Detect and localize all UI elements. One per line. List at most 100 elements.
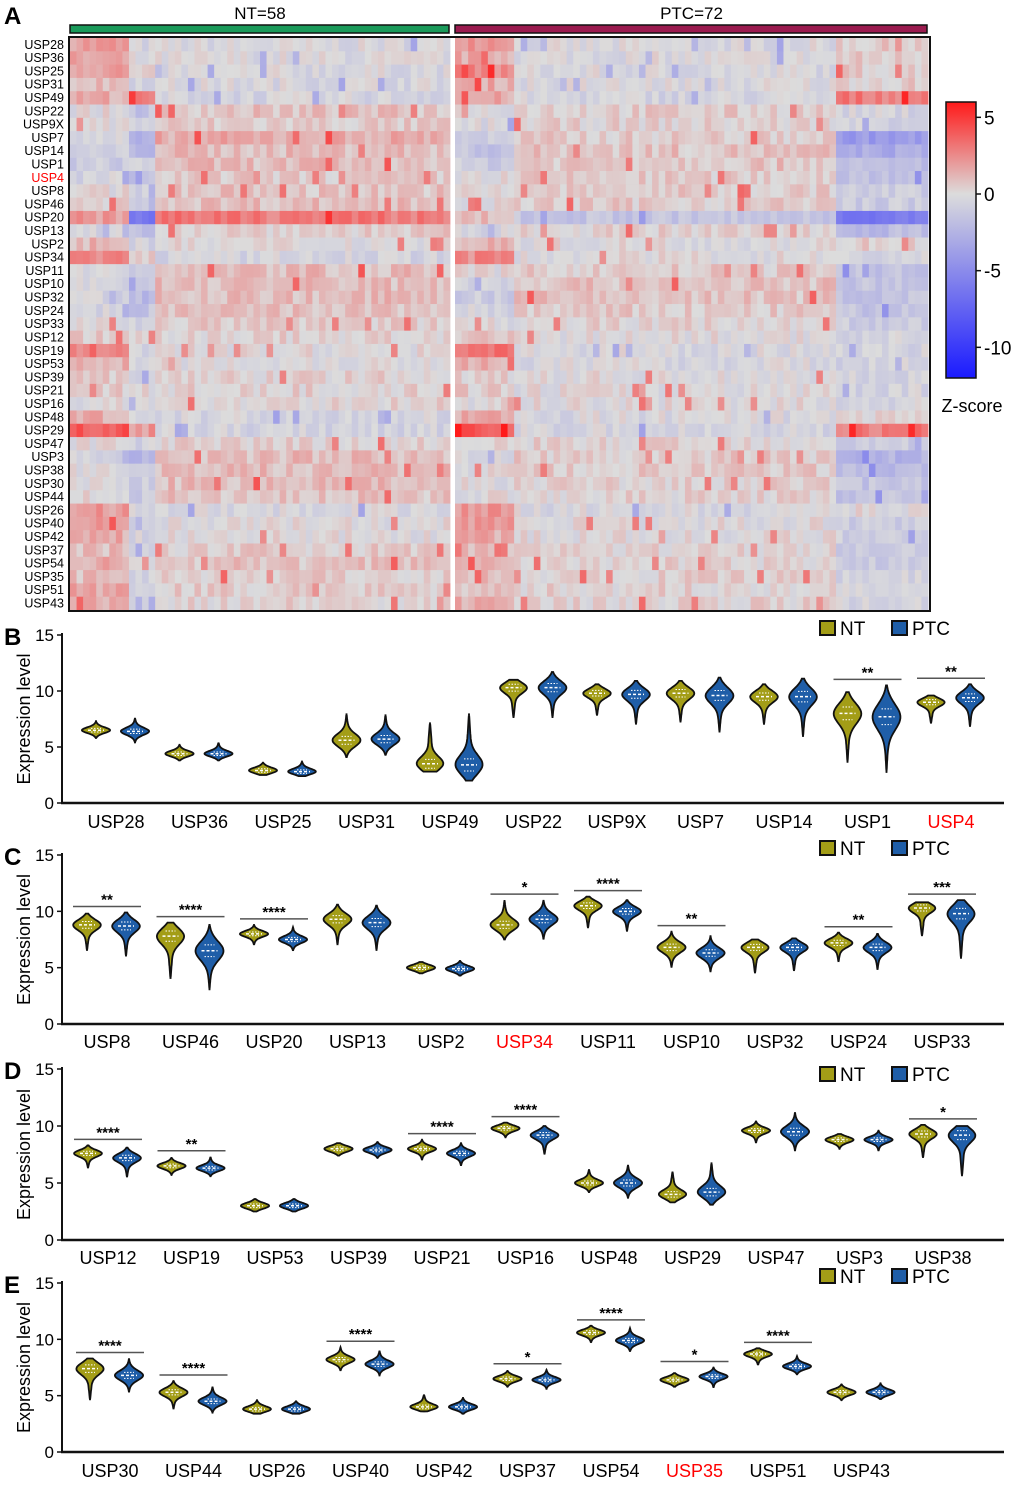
heatmap-cell [487,437,495,451]
heatmap-cell [233,383,241,398]
heatmap-cell [273,157,281,172]
heatmap-cell [882,38,889,52]
heatmap-cell [836,476,843,491]
heatmap-cell [260,250,267,265]
heatmap-cell [371,144,379,159]
heatmap-cell [455,117,462,132]
heatmap-cell [174,370,182,385]
heatmap-cell [606,383,614,398]
heatmap-cell [233,117,241,132]
heatmap-cell [487,357,495,371]
heatmap-cell [586,117,594,132]
heatmap-cell [862,184,870,199]
heatmap-cell [638,370,646,385]
heatmap-cell [842,224,850,238]
heatmap-cell [691,437,699,451]
heatmap-cell [790,51,798,65]
heatmap-cell [240,131,248,145]
heatmap-cell [750,463,758,478]
heatmap-cell [260,91,267,105]
heatmap-cell [560,370,568,385]
heatmap-cell [711,357,719,371]
heatmap-cell [763,357,771,371]
heatmap-cell [468,224,476,238]
heatmap-cell [606,476,614,491]
heatmap-cell [776,131,784,145]
heatmap-cell [227,343,235,358]
heatmap-cell [286,157,294,172]
heatmap-cell [527,210,535,225]
heatmap-cell [875,250,883,265]
heatmap-cell [109,357,117,371]
heatmap-cell [500,397,508,411]
heatmap-cell [757,290,765,305]
heatmap-cell [417,370,425,385]
heatmap-cell [481,357,489,371]
heatmap-cell [619,383,627,398]
heatmap-cell [862,490,870,504]
heatmap-cell [836,304,843,318]
heatmap-cell [279,237,287,252]
heatmap-cell [783,476,791,491]
heatmap-cell [783,131,791,145]
heatmap-cell [474,423,482,438]
heatmap-cell [273,64,281,79]
heatmap-cell [652,343,660,358]
heatmap-cell [770,224,778,238]
heatmap-cell [128,490,136,504]
heatmap-cell [560,171,568,185]
heatmap-cell [474,397,482,411]
heatmap-cell [533,51,541,65]
heatmap-cell [299,157,307,172]
heatmap-cell [632,343,640,358]
heatmap-cell [658,64,666,79]
heatmap-cell [174,77,182,92]
heatmap-cell [253,490,261,504]
heatmap-cell [128,317,136,332]
heatmap-cell [757,476,765,491]
heatmap-cell [455,224,462,238]
heatmap-cell [500,184,508,199]
heatmap-cell [122,343,130,358]
heatmap-cell [312,77,320,92]
heatmap-cell [908,277,916,292]
heatmap-cell [358,210,366,225]
heatmap-cell [468,437,476,451]
heatmap-cell [573,237,581,252]
heatmap-cell [286,317,294,332]
heatmap-cell [757,317,765,332]
heatmap-cell [901,357,909,371]
heatmap-cell [404,264,412,278]
heatmap-cell [849,77,857,92]
heatmap-cell [325,476,333,491]
heatmap-cell [632,77,640,92]
heatmap-cell [299,224,307,238]
heatmap-cell [161,104,169,119]
heatmap-cell [194,91,202,105]
heatmap-cell [423,264,431,278]
heatmap-cell [201,51,208,65]
heatmap-cell [566,330,574,345]
heatmap-cell [102,264,110,278]
heatmap-cell [384,423,392,438]
heatmap-cell [135,343,143,358]
heatmap-cell [921,410,929,425]
heatmap-cell [520,383,528,398]
heatmap-cell [704,264,712,278]
heatmap-cell [625,77,633,92]
heatmap-cell [822,64,830,79]
heatmap-cell [750,330,758,345]
heatmap-cell [89,184,97,199]
heatmap-cell [632,476,640,491]
heatmap-cell [443,330,451,345]
heatmap-cell [829,397,837,411]
heatmap-cell [882,77,889,92]
heatmap-cell [494,77,502,92]
heatmap-cell [665,197,673,212]
row-label-usp38: USP38 [24,464,64,478]
heatmap-cell [227,197,235,212]
heatmap-cell [128,184,136,199]
heatmap-cell [730,410,738,425]
heatmap-cell [430,383,438,398]
heatmap-cell [122,224,130,238]
